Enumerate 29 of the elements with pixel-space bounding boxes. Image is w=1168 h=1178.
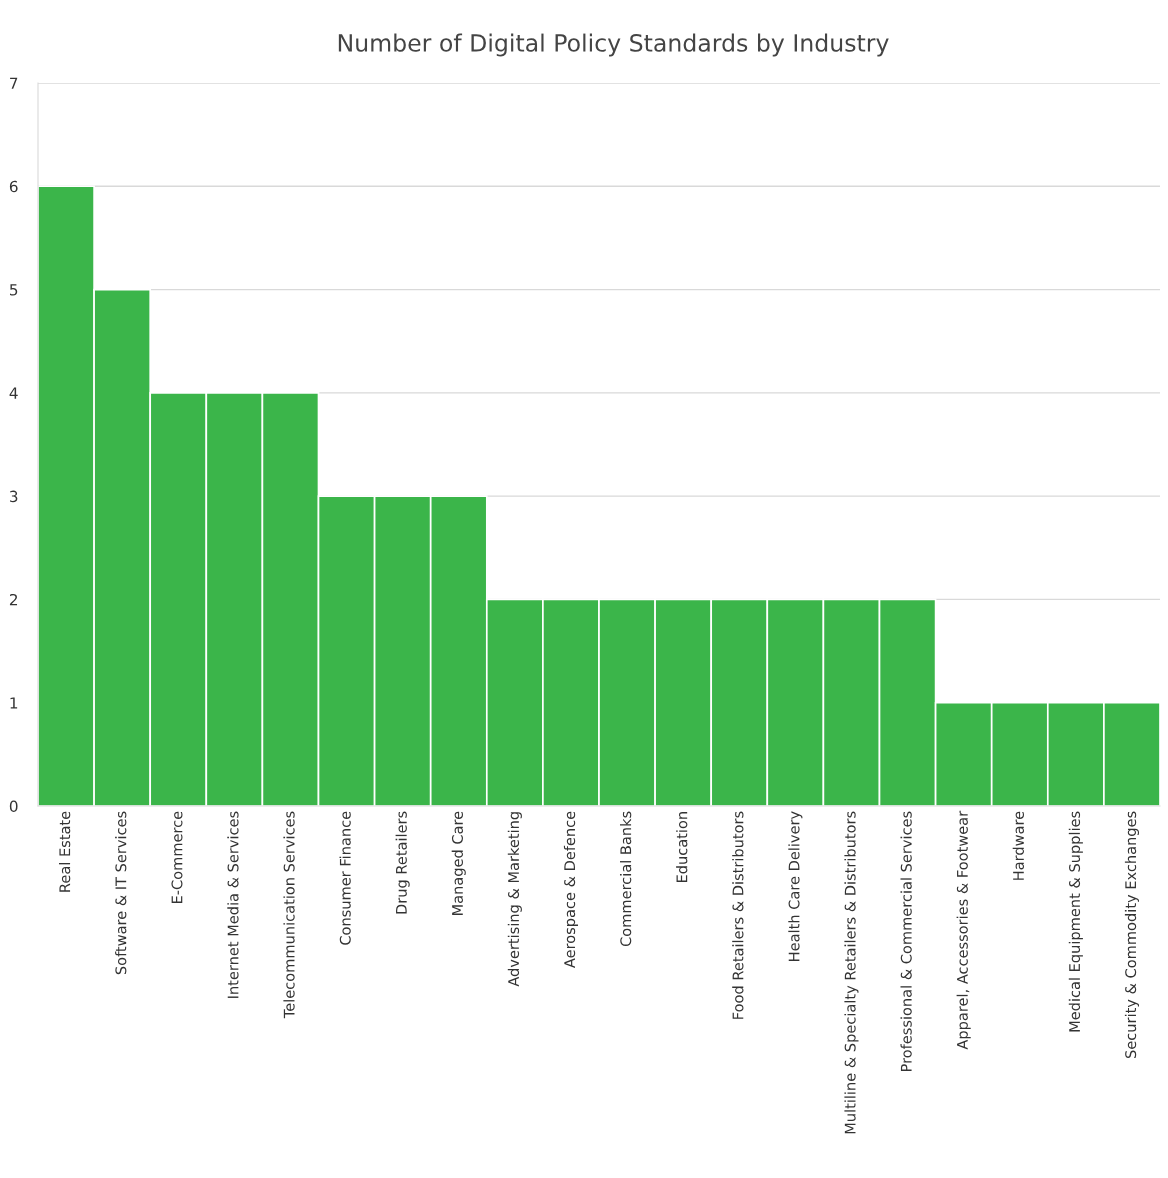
x-tick-label: Aerospace & Defence	[563, 811, 579, 968]
x-tick-label: Managed Care	[451, 811, 466, 916]
x-tick-label: Professional & Commercial Services	[900, 811, 912, 1072]
y-tick-label: 6	[9, 180, 18, 193]
x-tick-label: Apparel, Accessories & Footwear	[956, 810, 971, 1050]
x-tick-label: Health Care Delivery	[788, 811, 803, 961]
y-tick-label: 3	[10, 490, 18, 503]
y-tick-label: 1	[10, 697, 18, 709]
x-tick-label: Hardware	[1012, 811, 1024, 880]
x-tick-label: Medical Equipment & Supplies	[1068, 811, 1083, 1032]
x-tick-label: Commercial Banks	[619, 811, 632, 947]
x-tick-label: Internet Media & Services	[227, 811, 239, 998]
x-tick-label: Telecommunication Services	[283, 811, 295, 1019]
x-tick-label: Consumer Finance	[339, 811, 351, 945]
chart-title: Number of Digital Policy Standards by Industry	[338, 33, 889, 57]
x-tick-label: Education	[676, 812, 688, 883]
x-tick-label: Software & IT Services	[115, 811, 127, 975]
y-tick-label: 2	[9, 593, 18, 606]
x-tick-label: Real Estate	[58, 811, 71, 892]
x-tick-label: Drug Retailers	[395, 811, 410, 914]
x-tick-label: Advertising & Marketing	[507, 812, 522, 987]
x-tick-label: Security & Commodity Exchanges	[1124, 811, 1140, 1059]
y-tick-label: 5	[10, 284, 18, 296]
y-tick-label: 4	[9, 387, 18, 399]
y-tick-label: 7	[10, 77, 18, 89]
x-tick-label: E-Commerce	[171, 811, 183, 904]
x-tick-label: Multiline & Specialty Retailers & Distributors	[844, 811, 859, 1134]
x-tick-label: Food Retailers & Distributors	[732, 811, 744, 1019]
y-tick-label: 0	[9, 800, 18, 813]
